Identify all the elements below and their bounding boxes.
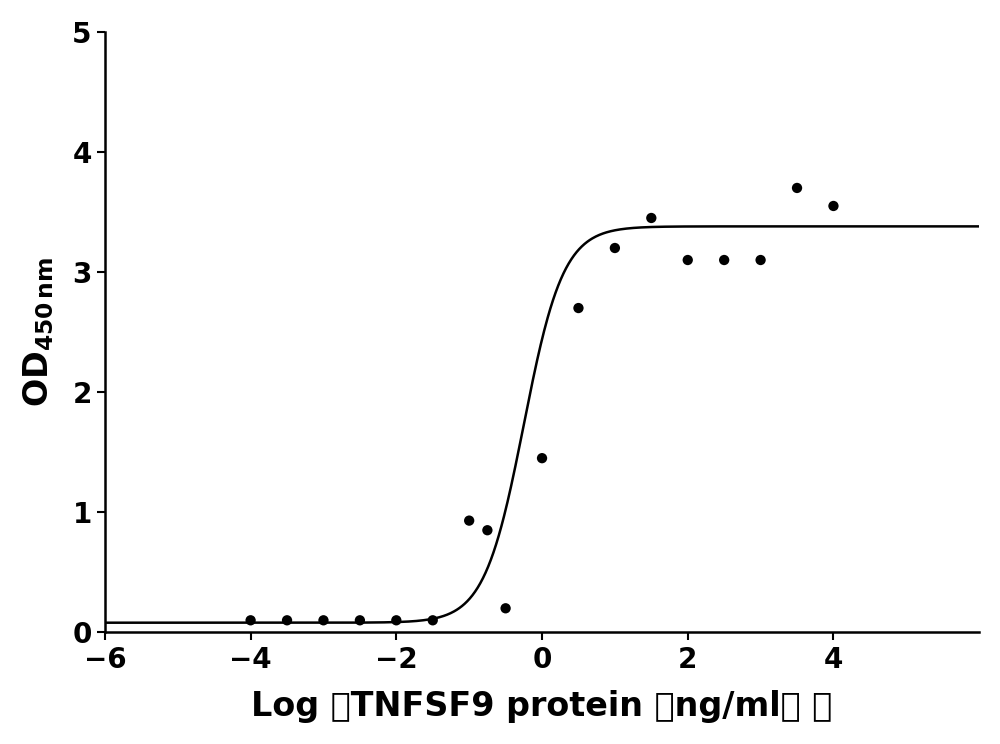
- Point: [753, 254, 769, 266]
- Point: [680, 254, 696, 266]
- Point: [461, 515, 477, 527]
- Point: [243, 615, 259, 626]
- X-axis label: Log （TNFSF9 protein （ng/ml） ）: Log （TNFSF9 protein （ng/ml） ）: [251, 690, 833, 723]
- Point: [388, 615, 404, 626]
- Point: [315, 615, 331, 626]
- Point: [825, 200, 841, 212]
- Y-axis label: $\mathbf{OD_{450\,nm}}$: $\mathbf{OD_{450\,nm}}$: [21, 257, 56, 407]
- Point: [479, 525, 495, 536]
- Point: [352, 615, 368, 626]
- Point: [425, 615, 441, 626]
- Point: [498, 603, 514, 615]
- Point: [534, 452, 550, 464]
- Point: [643, 212, 659, 224]
- Point: [279, 615, 295, 626]
- Point: [607, 242, 623, 254]
- Point: [789, 182, 805, 194]
- Point: [570, 302, 586, 314]
- Point: [716, 254, 732, 266]
